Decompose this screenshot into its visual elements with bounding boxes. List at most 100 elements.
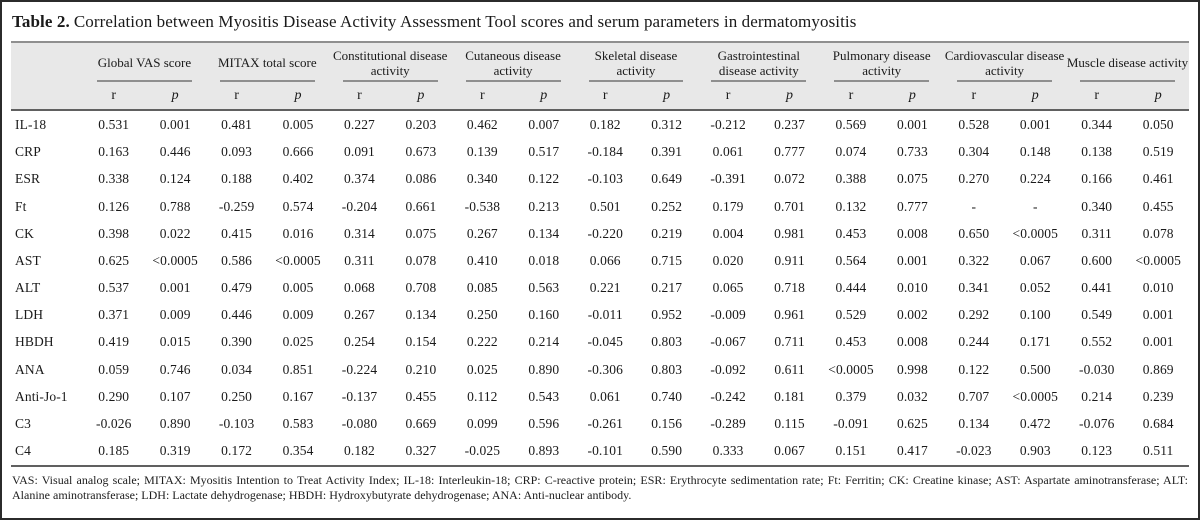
cell-p: 0.005 bbox=[282, 280, 314, 296]
cell-p: 0.391 bbox=[651, 144, 683, 160]
cell-r: 0.061 bbox=[589, 388, 621, 404]
row-label: Anti-Jo-1 bbox=[15, 388, 68, 404]
row-label: C3 bbox=[15, 416, 31, 432]
cell-p: 0.952 bbox=[651, 307, 683, 323]
subheader-p: p bbox=[513, 82, 575, 112]
group-underline bbox=[588, 80, 684, 83]
cell-p: 0.122 bbox=[528, 171, 560, 187]
cell-r: -0.080 bbox=[341, 416, 378, 432]
cell-r: 0.065 bbox=[712, 280, 744, 296]
subheader-p: p bbox=[390, 82, 452, 112]
cell-r: -0.045 bbox=[587, 334, 623, 350]
cell-p: 0.214 bbox=[528, 334, 560, 350]
group-header-label: Cardiovascular disease activity bbox=[944, 47, 1065, 78]
cell-r: 0.586 bbox=[221, 252, 253, 268]
cell-r: -0.103 bbox=[218, 416, 255, 432]
cell-r: 0.707 bbox=[958, 388, 990, 404]
cell-r: 0.569 bbox=[835, 116, 867, 132]
group-underline bbox=[1080, 80, 1175, 83]
cell-p: 0.354 bbox=[267, 437, 329, 467]
cell-p: 0.008 bbox=[896, 334, 928, 350]
cell-p: 0.903 bbox=[1004, 437, 1066, 467]
cell-r: 0.139 bbox=[466, 144, 498, 160]
cell-p: 0.851 bbox=[282, 361, 314, 377]
table-row: C4 0.185 0.319 0.172 0.354 0.182 0.327 -0.025 0.… bbox=[11, 437, 1189, 467]
cell-r: 0.625 bbox=[98, 252, 130, 268]
cell-r: 0.250 bbox=[221, 388, 253, 404]
cell-r: 0.462 bbox=[466, 116, 498, 132]
cell-r: <0.0005 bbox=[828, 361, 874, 377]
table-row: CK 0.398 0.022 0.415 0.016 0.314 0.075 0.267 0.1… bbox=[11, 220, 1189, 247]
cell-r: 0.552 bbox=[1081, 334, 1113, 350]
cell-p: 0.961 bbox=[774, 307, 805, 323]
cell-r: 0.270 bbox=[958, 171, 990, 187]
cell-p: 0.746 bbox=[159, 361, 191, 377]
cell-p: 0.517 bbox=[528, 144, 560, 160]
cell-p: 0.067 bbox=[758, 437, 821, 467]
cell-p: 0.018 bbox=[528, 252, 560, 268]
cell-p: 0.669 bbox=[405, 416, 437, 432]
cell-p: 0.869 bbox=[1142, 361, 1174, 377]
cell-r: 0.034 bbox=[221, 361, 253, 377]
cell-r: -0.137 bbox=[341, 388, 378, 404]
table-row: CRP 0.163 0.446 0.093 0.666 0.091 0.673 0.139 0.… bbox=[11, 139, 1189, 166]
row-label: ANA bbox=[15, 361, 45, 377]
cell-p: <0.0005 bbox=[275, 252, 321, 268]
cell-p: 0.673 bbox=[405, 144, 437, 160]
subheader-r: r bbox=[451, 82, 514, 112]
cell-p: 0.252 bbox=[651, 198, 683, 214]
group-header-label: Global VAS score bbox=[97, 55, 192, 71]
group-header-2: MITAX total score bbox=[205, 41, 329, 83]
cell-p: <0.0005 bbox=[152, 252, 198, 268]
cell-r: 0.163 bbox=[98, 144, 130, 160]
cell-r: 0.254 bbox=[344, 334, 375, 350]
cell-p: 0.075 bbox=[896, 171, 928, 187]
cell-p: 0.711 bbox=[774, 334, 805, 350]
cell-r: 0.564 bbox=[835, 252, 867, 268]
row-label: LDH bbox=[15, 307, 44, 323]
cell-r: 0.138 bbox=[1081, 144, 1113, 160]
cell-r: 0.221 bbox=[589, 280, 621, 296]
cell-p: 0.239 bbox=[1142, 388, 1174, 404]
cell-r: 0.444 bbox=[835, 280, 867, 296]
cell-r: -0.306 bbox=[587, 361, 623, 377]
cell-p: 0.500 bbox=[1019, 361, 1051, 377]
cell-p: 0.160 bbox=[528, 307, 560, 323]
subheader-r: r bbox=[1066, 82, 1128, 112]
subheader-r: r bbox=[83, 82, 145, 112]
cell-r: 0.531 bbox=[98, 116, 130, 132]
cell-p: 0.981 bbox=[774, 225, 805, 241]
cell-p: 0.181 bbox=[774, 388, 805, 404]
row-label: CK bbox=[15, 225, 34, 241]
group-header-label: Gastrointestinal disease activity bbox=[717, 47, 800, 78]
cell-r: 0.093 bbox=[221, 144, 253, 160]
cell-r: 0.311 bbox=[1081, 225, 1112, 241]
cell-r: 0.166 bbox=[1081, 171, 1113, 187]
group-header-4: Cutaneous disease activity bbox=[451, 41, 575, 83]
group-header-label: MITAX total score bbox=[218, 55, 317, 71]
cell-r: 0.374 bbox=[344, 171, 375, 187]
cell-r: - bbox=[971, 198, 977, 214]
cell-p: 0.661 bbox=[405, 198, 437, 214]
cell-r: 0.250 bbox=[466, 307, 498, 323]
cell-r: 0.126 bbox=[98, 198, 130, 214]
cell-r: 0.415 bbox=[221, 225, 253, 241]
cell-r: 0.344 bbox=[1081, 116, 1113, 132]
subheader-p: p bbox=[635, 82, 698, 112]
row-label: ESR bbox=[15, 171, 41, 187]
cell-p: 0.625 bbox=[896, 416, 928, 432]
group-header-1: Global VAS score bbox=[83, 41, 206, 83]
cell-p: 0.001 bbox=[1142, 307, 1174, 323]
cell-p: 0.777 bbox=[896, 198, 928, 214]
group-underline bbox=[711, 80, 807, 83]
cell-p: 0.052 bbox=[1019, 280, 1051, 296]
cell-r: 0.304 bbox=[958, 144, 990, 160]
table-row: AST 0.625 <0.0005 0.586 <0.0005 0.311 0.078 0.4… bbox=[11, 247, 1189, 274]
cell-r: -0.076 bbox=[1078, 416, 1115, 432]
cell-p: 0.237 bbox=[774, 116, 805, 132]
cell-r: -0.224 bbox=[341, 361, 378, 377]
group-header-5: Skeletal disease activity bbox=[574, 41, 698, 83]
cell-r: 0.398 bbox=[98, 225, 130, 241]
cell-r: 0.322 bbox=[958, 252, 990, 268]
cell-p: <0.0005 bbox=[1135, 252, 1181, 268]
